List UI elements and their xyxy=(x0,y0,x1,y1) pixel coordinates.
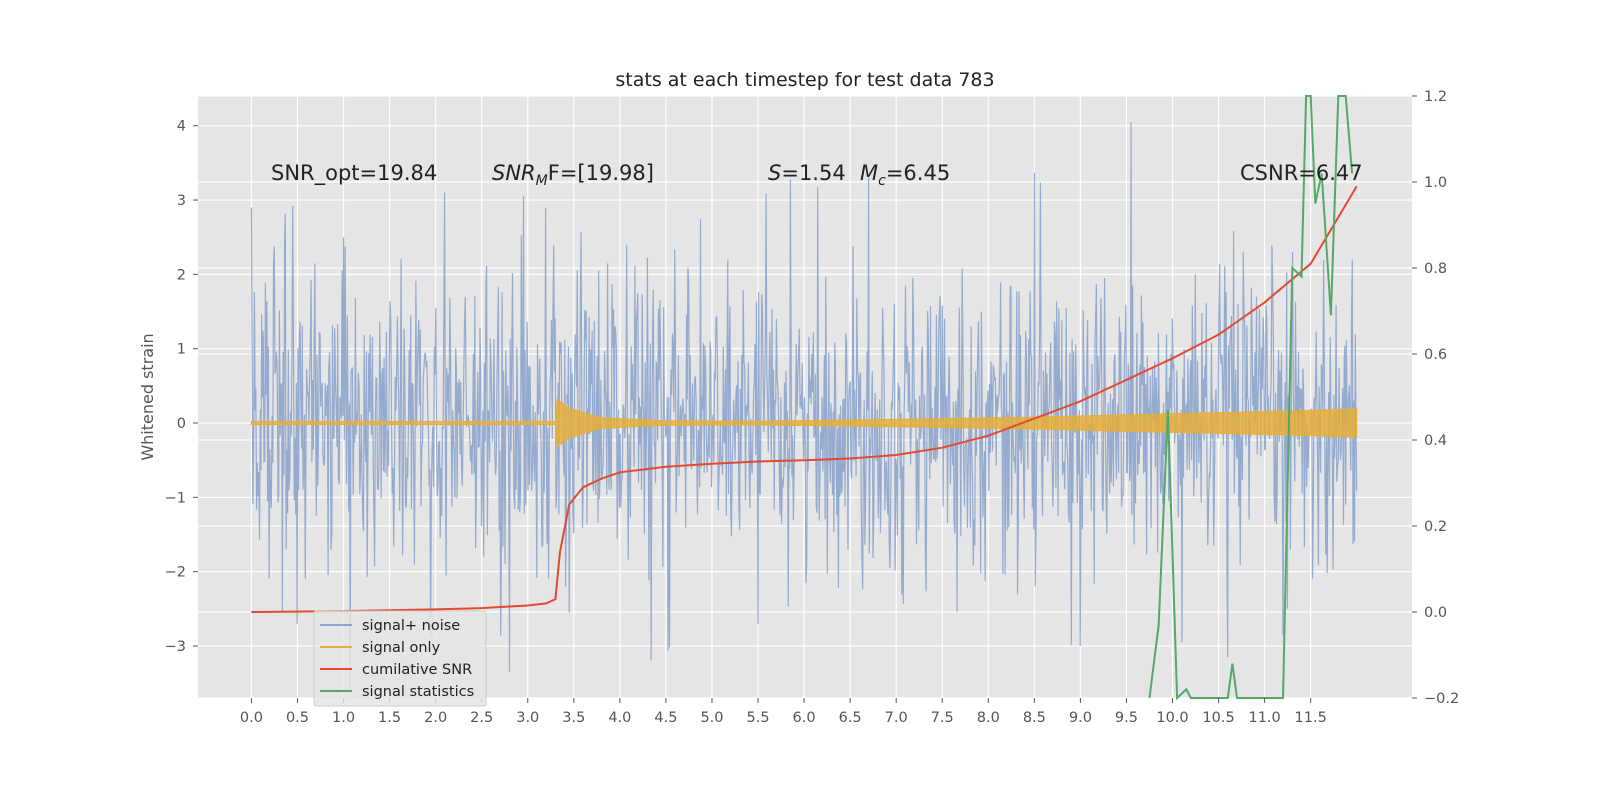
x-tick-label: 2.0 xyxy=(424,710,447,726)
legend-label-signal-only: signal only xyxy=(362,640,441,656)
right-tick-label: 1.2 xyxy=(1424,89,1447,105)
x-tick-label: 9.0 xyxy=(1069,710,1092,726)
s-value: =1.54 xyxy=(781,161,845,185)
signal-only-band xyxy=(250,398,1358,448)
y-tick-label: −2 xyxy=(165,565,186,581)
x-tick-label: 10.0 xyxy=(1156,710,1188,726)
y-tick-label: 3 xyxy=(177,193,186,209)
mc-annotation: Mc=6.45 xyxy=(860,161,950,189)
mc-sub: c xyxy=(878,173,886,189)
y-tick-label: −1 xyxy=(165,490,186,506)
snr-mf-annotation: SNRMF=[19.98] xyxy=(492,161,654,189)
signal-only-series xyxy=(250,398,1358,448)
x-tick-label: 1.5 xyxy=(378,710,401,726)
x-tick-label: 11.5 xyxy=(1295,710,1327,726)
y-tick-label: 4 xyxy=(177,119,186,135)
x-tick-label: 6.0 xyxy=(793,710,816,726)
signal-noise-line xyxy=(250,121,1358,690)
right-tick-label: 0.4 xyxy=(1424,433,1447,449)
x-tick-label: 8.5 xyxy=(1023,710,1046,726)
legend-label-signal-noise: signal+ noise xyxy=(362,618,460,634)
x-tick-label: 1.0 xyxy=(332,710,355,726)
right-tick-label: 1.0 xyxy=(1424,175,1447,191)
right-axis-ticks: 1.2 1.0 0.8 0.6 0.4 0.2 0.0 −0.2 xyxy=(1412,89,1459,707)
x-axis-ticks: 0.0 0.5 1.0 1.5 2.0 2.5 3.0 3.5 4.0 4.5 5.0 5.5 6.0 6… xyxy=(240,698,1327,726)
x-tick-label: 2.5 xyxy=(470,710,493,726)
mc-value: =6.45 xyxy=(886,161,950,185)
legend-box xyxy=(313,610,487,707)
x-tick-label: 4.0 xyxy=(608,710,631,726)
right-tick-label: 0.0 xyxy=(1424,605,1447,621)
snr-mf-sub: M xyxy=(536,173,548,189)
signal-statistics-line xyxy=(1148,95,1354,701)
x-tick-label: 10.5 xyxy=(1202,710,1234,726)
x-tick-label: 11.0 xyxy=(1248,710,1280,726)
x-tick-label: 7.0 xyxy=(885,710,908,726)
y-axis-label: Whitened strain xyxy=(138,333,157,460)
legend-label-cumulative-snr: cumilative SNR xyxy=(362,662,472,678)
right-tick-label: 0.6 xyxy=(1424,347,1447,363)
cumulative-snr-series xyxy=(251,185,1358,613)
signal-noise-series xyxy=(250,121,1358,690)
right-tick-label: 0.2 xyxy=(1424,519,1447,535)
csnr-annotation: CSNR=6.47 xyxy=(1240,161,1363,185)
snr-mf-rest: F=[19.98] xyxy=(548,161,654,185)
x-tick-label: 5.0 xyxy=(700,710,723,726)
x-tick-label: 0.5 xyxy=(286,710,309,726)
x-tick-label: 0.0 xyxy=(240,710,263,726)
right-tick-label: −0.2 xyxy=(1424,691,1459,707)
y-axis-ticks: 4 3 2 1 0 −1 −2 −3 xyxy=(165,119,198,655)
x-tick-label: 8.0 xyxy=(977,710,1000,726)
y-tick-label: −3 xyxy=(165,639,186,655)
x-tick-label: 3.0 xyxy=(516,710,539,726)
chart-title: stats at each timestep for test data 783 xyxy=(615,69,994,91)
legend-label-signal-statistics: signal statistics xyxy=(362,684,474,700)
x-tick-label: 7.5 xyxy=(931,710,954,726)
mc-base: M xyxy=(860,161,878,185)
signal-statistics-series xyxy=(1148,95,1354,701)
x-tick-label: 4.5 xyxy=(654,710,677,726)
y-tick-label: 0 xyxy=(177,416,186,432)
x-tick-label: 9.5 xyxy=(1115,710,1138,726)
x-tick-label: 3.5 xyxy=(562,710,585,726)
x-tick-label: 6.5 xyxy=(839,710,862,726)
right-tick-label: 0.8 xyxy=(1424,261,1447,277)
cumulative-snr-line xyxy=(251,185,1358,613)
y-tick-label: 1 xyxy=(177,342,186,358)
y-tick-label: 2 xyxy=(177,267,186,283)
grid xyxy=(198,95,1412,699)
snr-opt-annotation: SNR_opt=19.84 xyxy=(271,161,437,186)
s-symbol: S xyxy=(768,161,781,185)
x-tick-label: 5.5 xyxy=(746,710,769,726)
snr-mf-base: SNR xyxy=(492,161,536,185)
legend: signal+ noise signal only cumilative SNR… xyxy=(313,610,487,707)
s-annotation: S=1.54 xyxy=(768,161,846,185)
